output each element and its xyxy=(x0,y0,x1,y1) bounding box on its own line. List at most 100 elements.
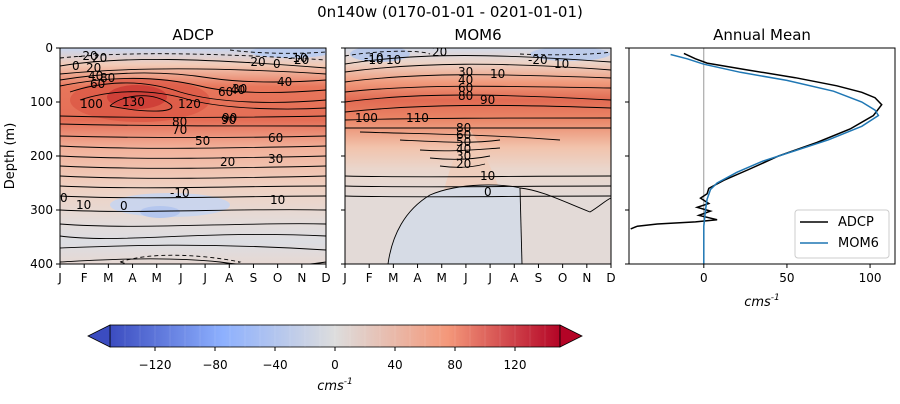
adcp-x-tick-label: M xyxy=(103,271,113,285)
mom6-clabel: 10 xyxy=(490,67,505,81)
annual-mean-x-tick-label: 100 xyxy=(859,271,882,285)
adcp-x-tick-label: J xyxy=(202,271,207,285)
adcp-x-tick-label: N xyxy=(297,271,306,285)
adcp-x-tick-label: A xyxy=(225,271,234,285)
adcp-clabel: 60 xyxy=(90,77,105,91)
mom6-clabel: 10 xyxy=(386,53,401,67)
colorbar-tick-label: 120 xyxy=(504,358,527,372)
colorbar-label: cms-1 xyxy=(317,377,353,394)
mom6-x-tick-label: D xyxy=(606,271,615,285)
colorbar-tick-label: −120 xyxy=(139,358,172,372)
mom6-title: MOM6 xyxy=(454,26,501,44)
adcp-clabel: 60 xyxy=(268,131,283,145)
mom6-clabel: 20 xyxy=(456,157,471,171)
mom6-clabel: 80 xyxy=(458,89,473,103)
adcp-x-tick-label: D xyxy=(321,271,330,285)
adcp-x-tick-label: A xyxy=(128,271,137,285)
mom6-clabel: 10 xyxy=(554,57,569,71)
adcp-contour-labels: -20 0 20 20 40 60 80 100 120 130 40 60 7… xyxy=(60,49,309,213)
legend-label-adcp: ADCP xyxy=(838,215,874,230)
mom6-clabel: -10 xyxy=(364,53,384,67)
adcp-clabel: 20 xyxy=(92,51,107,65)
adcp-ylabel: Depth (m) xyxy=(3,123,18,190)
mom6-clabel: 50 xyxy=(456,135,471,149)
adcp-clabel: 0 xyxy=(60,191,68,205)
mom6-clabel: 10 xyxy=(480,169,495,183)
colorbar-tick-label: −40 xyxy=(262,358,287,372)
adcp-clabel: -10 xyxy=(170,186,190,200)
annual-mean-xlabel: cms-1 xyxy=(744,293,780,310)
adcp-x-tick-label: S xyxy=(250,271,258,285)
adcp-clabel: 40 xyxy=(230,83,245,97)
colorbar-extend-high xyxy=(559,324,583,348)
mom6-x-tick-label: M xyxy=(437,271,447,285)
adcp-clabel: 130 xyxy=(122,95,145,109)
adcp-clabel: 90 xyxy=(221,113,236,127)
adcp-contours-negative xyxy=(60,49,326,264)
annual-mean-legend: ADCP MOM6 xyxy=(794,209,890,259)
colorbar-tick-label: 80 xyxy=(447,358,462,372)
legend-label-mom6: MOM6 xyxy=(838,236,879,251)
mom6-x-tick-label: S xyxy=(535,271,543,285)
adcp-clabel: 80 xyxy=(100,71,115,85)
mom6-x-tick-label: J xyxy=(487,271,492,285)
adcp-clabel: -20 xyxy=(78,49,98,63)
colorbar-ticks: −120 −80 −40 0 40 80 120 xyxy=(139,347,527,372)
adcp-clabel: 0 xyxy=(273,57,281,71)
mom6-x-tick-label: A xyxy=(413,271,422,285)
adcp-clabel: 20 xyxy=(86,61,101,75)
adcp-clabel: 50 xyxy=(195,134,210,148)
mom6-clabel: 30 xyxy=(456,149,471,163)
annual-mean-title: Annual Mean xyxy=(713,26,811,44)
annual-mean-line-adcp xyxy=(630,52,883,230)
adcp-clabel: 30 xyxy=(268,152,283,166)
mom6-y-ticks xyxy=(341,47,345,265)
annual-mean-x-tick-label: 50 xyxy=(779,271,794,285)
adcp-x-tick-label: F xyxy=(81,271,88,285)
adcp-y-tick-label: 0 xyxy=(45,41,53,55)
adcp-y-ticks: 0 100 200 300 400 xyxy=(30,41,60,271)
adcp-clabel: 90 xyxy=(222,111,237,125)
colorbar-segments xyxy=(124,325,546,347)
panel-annual-mean: Annual Mean 0 50 100 cms-1 ADCP MOM6 xyxy=(625,26,896,310)
adcp-clabel: 70 xyxy=(172,123,187,137)
mom6-deep-blue xyxy=(388,184,522,264)
mom6-x-tick-label: F xyxy=(366,271,373,285)
adcp-y-tick-label: 200 xyxy=(30,149,53,163)
adcp-clabel: 120 xyxy=(178,97,201,111)
annual-mean-y-ticks xyxy=(625,47,629,265)
mom6-clabel: 40 xyxy=(456,142,471,156)
adcp-y-tick-label: 300 xyxy=(30,203,53,217)
mom6-clabel: 20 xyxy=(432,45,447,59)
adcp-x-tick-label: M xyxy=(152,271,162,285)
mom6-clabel: -20 xyxy=(528,53,548,67)
adcp-clabel: 100 xyxy=(80,97,103,111)
annual-mean-line-mom6 xyxy=(670,53,880,264)
adcp-clabel: 30 xyxy=(232,82,247,96)
annual-mean-xlabel-sup: -1 xyxy=(771,293,780,303)
annual-mean-x-tick-label: 0 xyxy=(700,271,708,285)
adcp-x-tick-label: J xyxy=(57,271,62,285)
colorbar: −120 −80 −40 0 40 80 120 cms-1 xyxy=(87,324,583,394)
colorbar-tick-label: −80 xyxy=(202,358,227,372)
panel-adcp: ADCP xyxy=(3,26,331,285)
adcp-clabel: 10 xyxy=(76,198,91,212)
mom6-contours-negative xyxy=(345,50,611,57)
mom6-x-tick-label: O xyxy=(558,271,567,285)
mom6-x-tick-label: J xyxy=(463,271,468,285)
mom6-x-tick-label: N xyxy=(582,271,591,285)
adcp-clabel: 40 xyxy=(88,69,103,83)
adcp-y-tick-label: 400 xyxy=(30,257,53,271)
adcp-x-tick-label: J xyxy=(178,271,183,285)
mom6-clabel: 30 xyxy=(458,65,473,79)
adcp-clabel: 20 xyxy=(220,155,235,169)
mom6-clabel: 40 xyxy=(458,73,473,87)
colorbar-tick-label: 40 xyxy=(387,358,402,372)
annual-mean-x-ticks: 0 50 100 xyxy=(700,264,882,285)
mom6-clabel: 60 xyxy=(458,81,473,95)
mom6-clabel: 90 xyxy=(480,93,495,107)
adcp-clabel: 40 xyxy=(277,75,292,89)
